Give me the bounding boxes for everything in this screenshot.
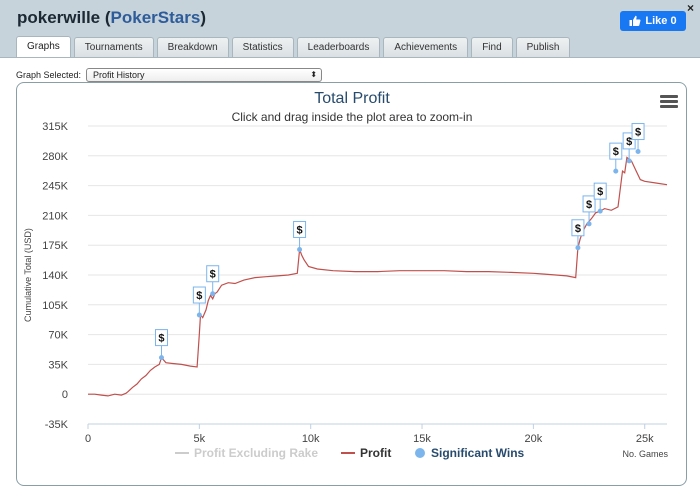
y-tick-label: 175K bbox=[42, 240, 68, 252]
significant-win-flag bbox=[571, 219, 585, 237]
like-label: Like 0 bbox=[645, 15, 677, 27]
facebook-like-button[interactable]: Like 0 bbox=[620, 11, 686, 31]
tab-publish[interactable]: Publish bbox=[515, 37, 571, 58]
dollar-icon: $ bbox=[158, 333, 164, 345]
y-tick-label: 140K bbox=[42, 270, 68, 282]
chart-menu-icon[interactable] bbox=[660, 95, 678, 109]
thumbs-up-icon bbox=[629, 15, 641, 26]
y-tick-label: 0 bbox=[62, 389, 68, 401]
y-tick-label: 280K bbox=[42, 151, 68, 163]
significant-win-flag bbox=[192, 286, 206, 304]
dollar-icon: $ bbox=[210, 269, 216, 281]
x-tick-label: 15k bbox=[413, 433, 431, 445]
tab-statistics[interactable]: Statistics bbox=[231, 37, 294, 58]
dollar-icon: $ bbox=[296, 224, 302, 236]
significant-win-flag bbox=[593, 182, 607, 200]
graph-select-value: Profit History bbox=[93, 70, 145, 80]
graph-select-row: Graph Selected: Profit History ⬍ bbox=[16, 68, 323, 82]
significant-win-flag bbox=[631, 123, 645, 141]
significant-win-flag bbox=[206, 265, 220, 283]
legend-significant-swatch bbox=[415, 448, 425, 458]
x-tick-label: 25k bbox=[636, 433, 654, 445]
significant-win-point bbox=[210, 291, 216, 297]
significant-win-flag bbox=[154, 329, 168, 347]
graph-select-dropdown[interactable]: Profit History ⬍ bbox=[86, 68, 323, 82]
y-axis-label: Cumulative Total (USD) bbox=[23, 228, 33, 322]
legend-profit: Profit bbox=[360, 446, 391, 460]
site-name[interactable]: PokerStars bbox=[110, 8, 201, 27]
tab-graphs[interactable]: Graphs bbox=[16, 36, 71, 58]
dollar-icon: $ bbox=[635, 127, 641, 139]
y-tick-label: 245K bbox=[42, 181, 68, 193]
tab-tournaments[interactable]: Tournaments bbox=[73, 37, 154, 58]
profit-chart[interactable]: Total Profit Click and drag inside the pl… bbox=[16, 82, 687, 486]
tab-find[interactable]: Find bbox=[471, 37, 513, 58]
dollar-icon: $ bbox=[597, 186, 603, 198]
dollar-icon: $ bbox=[613, 146, 619, 158]
select-arrows-icon: ⬍ bbox=[310, 70, 318, 79]
significant-win-flag bbox=[582, 195, 596, 213]
window-header: pokerwille (PokerStars) × Like 0 Graphs … bbox=[0, 0, 700, 58]
y-tick-label: -35K bbox=[45, 419, 69, 431]
tab-breakdown[interactable]: Breakdown bbox=[156, 37, 229, 58]
x-tick-label: 20k bbox=[525, 433, 543, 445]
y-tick-label: 35K bbox=[48, 359, 68, 371]
x-tick-label: 10k bbox=[302, 433, 320, 445]
y-tick-label: 105K bbox=[42, 300, 68, 312]
player-name: pokerwille bbox=[17, 8, 101, 27]
chart-canvas[interactable]: Total Profit Click and drag inside the pl… bbox=[17, 83, 688, 487]
dollar-icon: $ bbox=[575, 223, 581, 235]
y-tick-label: 315K bbox=[42, 121, 68, 133]
tab-achievements[interactable]: Achievements bbox=[383, 37, 469, 58]
chart-subtitle: Click and drag inside the plot area to z… bbox=[232, 110, 473, 124]
dollar-icon: $ bbox=[626, 136, 632, 148]
x-tick-label: 5k bbox=[194, 433, 206, 445]
tab-bar: Graphs Tournaments Breakdown Statistics … bbox=[16, 36, 571, 58]
close-button[interactable]: × bbox=[686, 1, 694, 15]
legend-excl-rake: Profit Excluding Rake bbox=[194, 446, 318, 460]
significant-win-point bbox=[196, 312, 202, 318]
player-title: pokerwille (PokerStars) bbox=[17, 8, 206, 27]
graph-select-label: Graph Selected: bbox=[16, 70, 82, 80]
significant-win-flag bbox=[609, 142, 623, 160]
y-tick-label: 210K bbox=[42, 210, 68, 222]
graphs-panel: Graph Selected: Profit History ⬍ Total P… bbox=[0, 57, 700, 491]
dollar-icon: $ bbox=[196, 290, 202, 302]
x-axis-label: No. Games bbox=[622, 449, 668, 459]
dollar-icon: $ bbox=[586, 199, 592, 211]
y-tick-label: 70K bbox=[48, 330, 68, 342]
profit-series-line bbox=[88, 156, 668, 397]
tab-leaderboards[interactable]: Leaderboards bbox=[296, 37, 381, 58]
chart-title: Total Profit bbox=[314, 90, 390, 107]
x-tick-label: 0 bbox=[85, 433, 91, 445]
legend-significant: Significant Wins bbox=[431, 446, 525, 460]
significant-win-flag bbox=[293, 220, 307, 238]
